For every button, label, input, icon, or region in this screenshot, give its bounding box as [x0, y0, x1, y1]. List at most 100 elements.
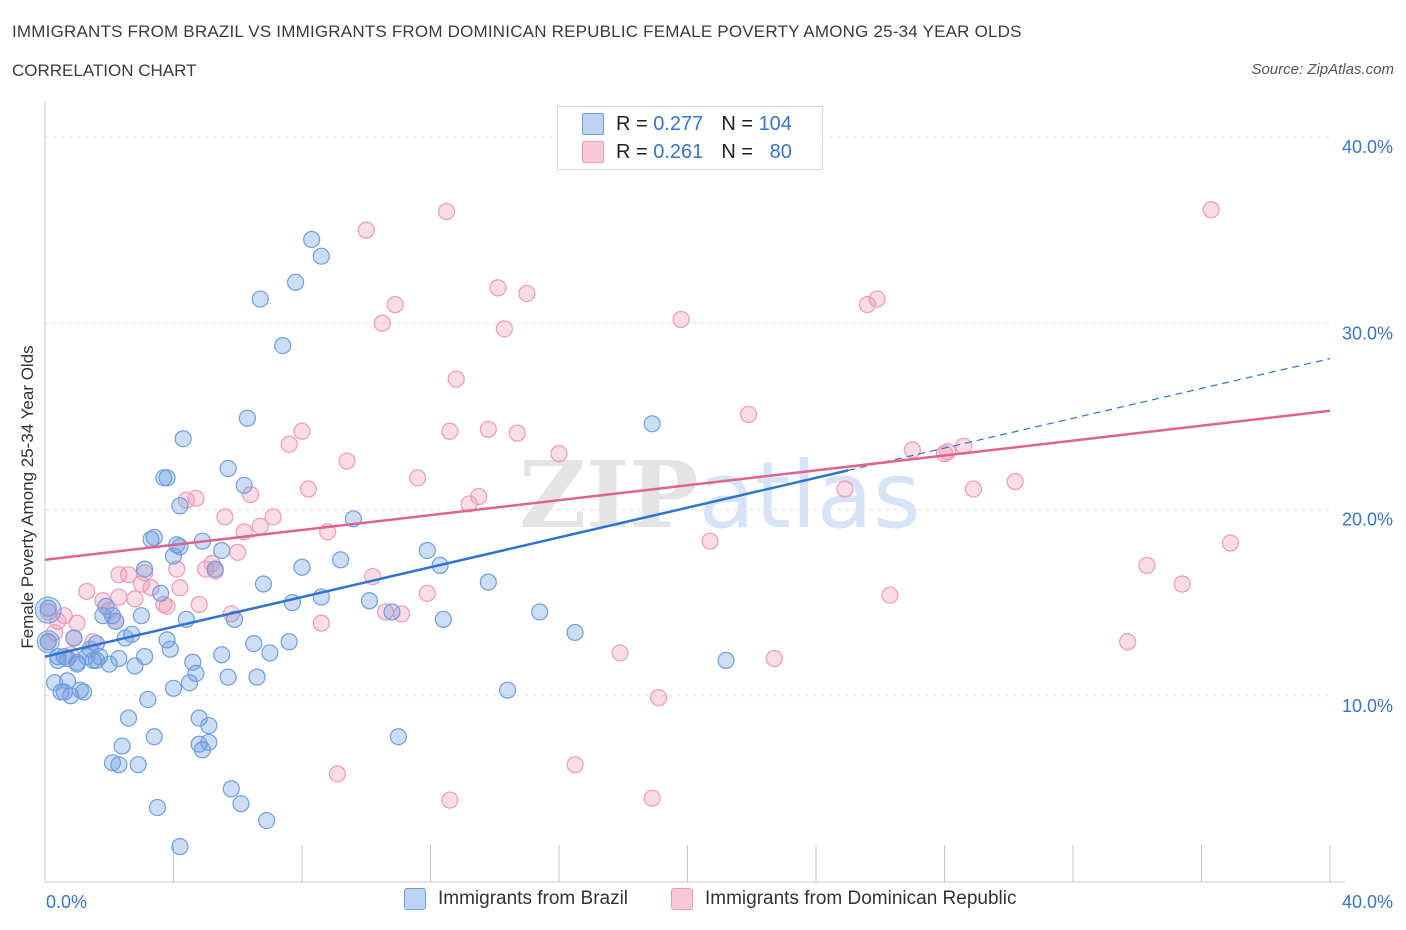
- data-point-dominican: [701, 532, 719, 550]
- data-point-brazil: [39, 599, 57, 617]
- legend-n-label: N =: [721, 140, 753, 163]
- data-point-dominican: [187, 489, 205, 507]
- data-point-brazil: [238, 409, 256, 427]
- data-point-brazil: [103, 754, 122, 772]
- data-point-dominican: [1119, 633, 1137, 651]
- y-tick-label: 20.0%: [1342, 510, 1393, 530]
- data-point-dominican: [643, 789, 661, 807]
- series-label-dominican: Immigrants from Dominican Republic: [705, 888, 1017, 909]
- data-point-brazil: [499, 681, 517, 699]
- legend-r-label: R =: [616, 112, 648, 135]
- data-point-dominican: [126, 590, 144, 608]
- data-point-brazil: [119, 709, 138, 727]
- data-point-dominican: [357, 221, 375, 239]
- data-point-dominican: [566, 756, 584, 774]
- data-point-dominican: [765, 649, 783, 668]
- chart-subtitle: CORRELATION CHART: [12, 61, 197, 80]
- data-point-dominican: [78, 582, 96, 601]
- series-swatch-dominican: [671, 888, 693, 910]
- data-point-brazil: [479, 573, 497, 591]
- series-label-brazil: Immigrants from Brazil: [438, 888, 629, 909]
- data-point-dominican: [280, 435, 298, 453]
- data-point-dominican: [964, 480, 983, 498]
- data-point-brazil: [145, 728, 163, 746]
- legend-n-label: N =: [721, 112, 753, 135]
- series-legend-brazil[interactable]: Immigrants from Brazil: [404, 888, 628, 910]
- data-point-brazil: [717, 651, 735, 669]
- data-point-dominican: [611, 644, 629, 662]
- data-point-brazil: [103, 607, 122, 625]
- data-point-brazil: [360, 592, 379, 610]
- data-point-dominican: [55, 607, 73, 625]
- y-tick-label: 30.0%: [1342, 323, 1393, 343]
- trendline-brazil-extension: [847, 358, 1331, 471]
- data-point-dominican: [135, 564, 154, 582]
- data-point-dominican: [903, 441, 921, 459]
- y-tick-label: 40.0%: [1342, 137, 1393, 157]
- data-point-brazil: [200, 733, 218, 751]
- data-point-brazil: [531, 603, 549, 621]
- data-point-brazil: [280, 633, 298, 651]
- data-point-brazil: [68, 653, 86, 671]
- data-point-brazil: [180, 674, 199, 692]
- data-point-brazil: [274, 337, 292, 355]
- data-point-brazil: [251, 290, 269, 308]
- data-point-brazil: [148, 798, 167, 817]
- data-point-brazil: [222, 780, 240, 798]
- legend-swatch-dominican: [582, 141, 604, 163]
- data-point-dominican: [229, 543, 247, 561]
- data-point-brazil: [110, 649, 128, 668]
- data-point-brazil: [245, 634, 263, 653]
- data-point-dominican: [386, 296, 404, 314]
- data-point-dominican: [649, 689, 668, 707]
- data-point-brazil: [219, 459, 237, 478]
- data-point-dominican: [94, 592, 112, 610]
- data-point-dominican: [264, 508, 282, 526]
- data-point-brazil: [152, 584, 170, 602]
- data-point-dominican: [142, 579, 160, 597]
- data-point-brazil: [293, 558, 311, 576]
- data-point-dominican: [171, 579, 189, 597]
- data-point-brazil: [312, 247, 330, 265]
- data-point-dominican: [441, 791, 459, 809]
- data-point-dominican: [328, 765, 346, 783]
- x-tick-label: 0.0%: [46, 892, 87, 912]
- data-point-brazil: [164, 679, 183, 697]
- data-point-brazil: [145, 528, 163, 547]
- data-point-brazil: [219, 668, 237, 686]
- data-point-brazil: [254, 575, 273, 593]
- data-point-dominican: [409, 469, 427, 487]
- data-point-brazil: [206, 560, 224, 578]
- legend-r-value-dominican: 0.261: [653, 140, 704, 163]
- data-point-dominican: [1173, 575, 1191, 593]
- data-point-dominican: [672, 310, 690, 329]
- data-point-brazil: [129, 756, 147, 774]
- data-point-dominican: [836, 480, 854, 498]
- chart-title: IMMIGRANTS FROM BRAZIL VS IMMIGRANTS FRO…: [12, 22, 1022, 41]
- data-point-brazil: [158, 631, 176, 649]
- data-point-brazil: [286, 273, 305, 291]
- data-point-dominican: [1006, 472, 1024, 491]
- data-point-dominican: [373, 314, 391, 332]
- correlation-legend: R = 0.277 N = 104 R = 0.261 N = 80: [557, 106, 823, 170]
- legend-row-brazil: R = 0.277 N = 104: [582, 112, 792, 136]
- data-point-brazil: [39, 633, 57, 651]
- data-point-dominican: [1138, 556, 1156, 574]
- data-point-brazil: [49, 651, 67, 669]
- data-point-brazil: [331, 551, 350, 569]
- data-point-brazil: [643, 415, 661, 433]
- data-point-brazil: [235, 476, 253, 494]
- data-point-dominican: [216, 508, 234, 526]
- data-point-brazil: [94, 607, 112, 625]
- series-legend-dominican[interactable]: Immigrants from Dominican Republic: [671, 888, 1017, 910]
- trendline-brazil: [44, 469, 849, 658]
- data-point-dominican: [858, 296, 877, 314]
- data-point-brazil: [248, 668, 266, 686]
- data-point-dominican: [1221, 534, 1240, 552]
- data-point-dominican: [312, 614, 330, 632]
- legend-swatch-brazil: [582, 113, 604, 135]
- data-point-dominican: [489, 279, 507, 297]
- legend-n-value-brazil: 104: [758, 112, 792, 135]
- data-point-dominican: [881, 586, 899, 604]
- data-point-brazil: [171, 838, 189, 856]
